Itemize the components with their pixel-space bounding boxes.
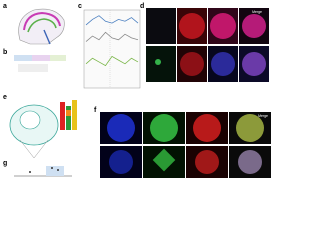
figure: Merge Merge a b c d e f g bbox=[3, 3, 271, 178]
panel-c-frame bbox=[83, 9, 141, 89]
panel-a-diagram bbox=[18, 8, 65, 45]
panel-f-images bbox=[100, 112, 271, 178]
trace bbox=[85, 55, 139, 67]
panel-label: b bbox=[3, 49, 7, 56]
panel-d-images bbox=[146, 8, 269, 82]
panel-label: c bbox=[78, 3, 82, 10]
merge-label: Merge bbox=[258, 114, 268, 118]
panel-label: d bbox=[140, 3, 144, 10]
trace bbox=[85, 15, 139, 26]
trace bbox=[85, 31, 139, 42]
merge-label: Merge bbox=[252, 10, 262, 14]
panel-label: e bbox=[3, 94, 7, 101]
panel-b-scheme bbox=[14, 55, 66, 72]
panel-label: a bbox=[3, 3, 7, 10]
panel-label: g bbox=[3, 160, 7, 167]
panel-g-plot bbox=[14, 166, 72, 177]
panel-label: f bbox=[94, 107, 97, 114]
panel-e-diagram bbox=[9, 100, 77, 159]
